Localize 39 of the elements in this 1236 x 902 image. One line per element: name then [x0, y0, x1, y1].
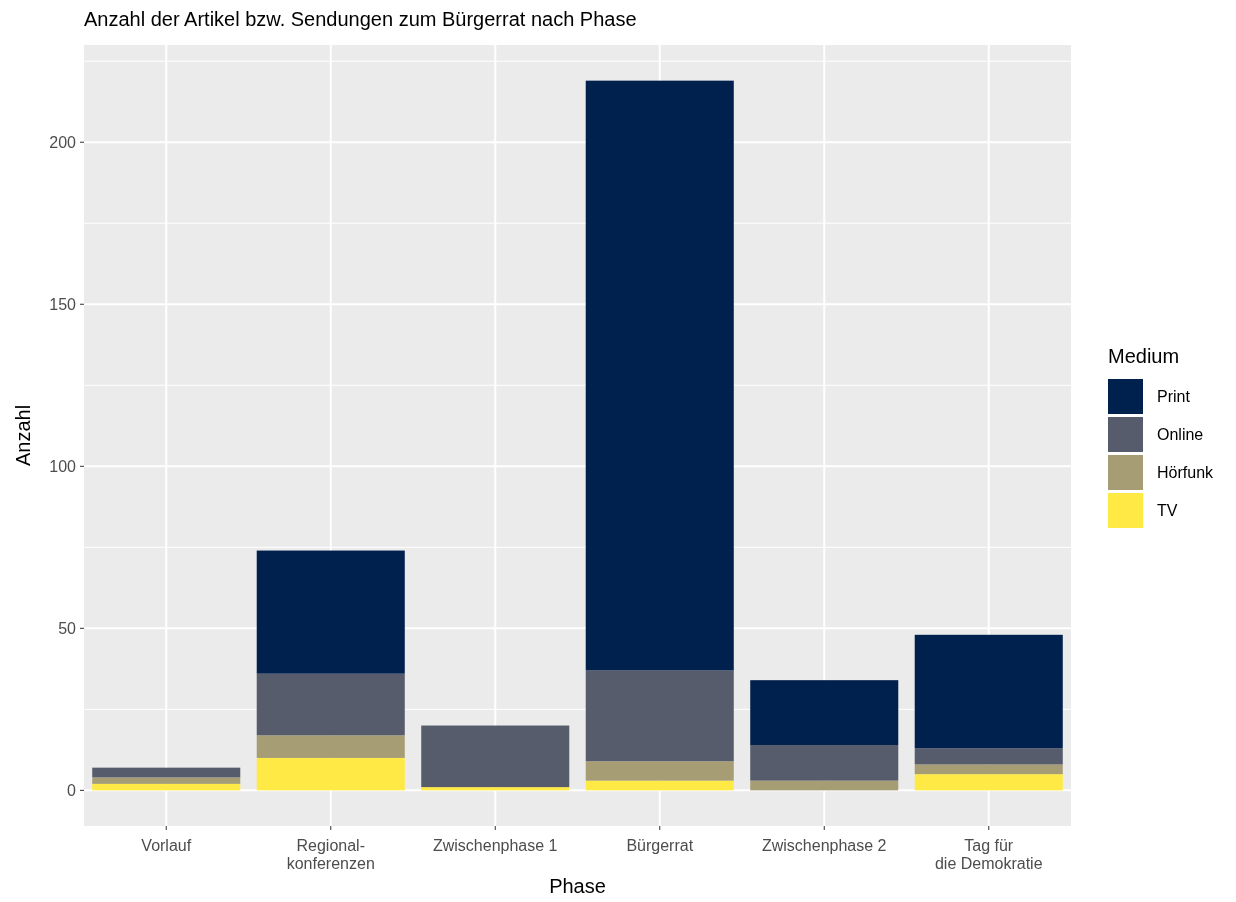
bar [750, 744, 899, 781]
bar [914, 634, 1063, 749]
bar [914, 748, 1063, 765]
bar [585, 780, 734, 791]
x-axis-title: Phase [549, 875, 606, 897]
legend-label: Hörfunk [1157, 464, 1215, 482]
bar [256, 757, 405, 791]
x-tick-label: Tag für die Demokratie [934, 837, 1043, 872]
x-tick-label: Zwischenphase 2 [761, 837, 887, 854]
bar [92, 783, 241, 791]
bar [256, 673, 405, 736]
x-tick-label: Regional- konferenzen [286, 837, 375, 872]
y-tick-label: 50 [58, 619, 77, 637]
bar [421, 725, 570, 788]
y-axis-title: Anzahl [12, 404, 34, 467]
bar [256, 735, 405, 758]
bar [92, 777, 241, 784]
x-tick-label: Vorlauf [141, 837, 192, 854]
x-tick-label: Bürgerrat [626, 837, 694, 854]
legend-label: Online [1157, 426, 1204, 444]
chart-title: Anzahl der Artikel bzw. Sendungen zum Bürgerrat nach Phase [84, 8, 637, 30]
bar [750, 680, 899, 745]
legend-label: TV [1157, 502, 1178, 520]
bar [585, 670, 734, 762]
bar [421, 787, 570, 791]
legend-title: Medium [1108, 345, 1180, 367]
bar [585, 80, 734, 671]
bar [914, 774, 1063, 791]
x-tick-label: Zwischenphase 1 [432, 837, 558, 854]
legend-label: Print [1157, 388, 1191, 406]
y-tick-label: 100 [49, 457, 77, 475]
y-tick-label: 150 [49, 295, 77, 313]
bar [585, 761, 734, 781]
bar [256, 550, 405, 674]
bar [750, 780, 899, 791]
y-tick-label: 200 [49, 133, 77, 151]
y-tick-label: 0 [67, 781, 77, 799]
bar [92, 767, 241, 778]
bar [914, 764, 1063, 775]
